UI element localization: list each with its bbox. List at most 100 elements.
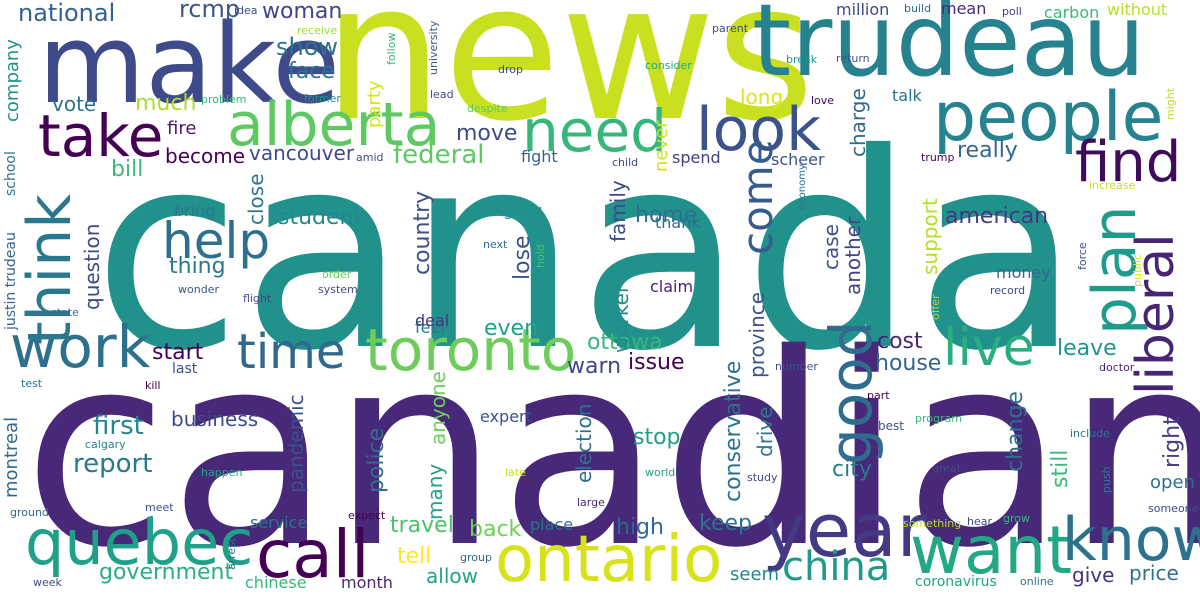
word-feel: feel [415,318,445,337]
word-want: want [910,512,1073,589]
word-without: without [1107,0,1168,19]
word-business: business [171,407,259,431]
word-travel: travel [390,513,454,538]
word-home: home [635,203,698,228]
word-work: work [10,313,151,381]
word-charge: charge [846,88,870,157]
word-police: police [364,427,389,493]
word-best: best [878,419,904,433]
word-people: people [933,78,1164,157]
word-ground: ground [10,506,49,519]
word-push: push [1100,466,1113,493]
word-coronavirus: coronavirus [915,574,997,590]
word-university: university [427,20,440,75]
word-meet: meet [145,501,174,514]
word-call: call [256,516,370,593]
word-need: need [522,97,667,165]
word-country: country [410,190,435,275]
word-back: back [469,517,522,542]
word-anyone: anyone [426,371,450,445]
word-trump: trump [921,151,955,164]
word-drive: drive [753,406,777,457]
word-quebec: quebec [25,506,254,579]
word-province: province [745,291,769,378]
word-hold: hold [534,244,547,268]
word-chinese: chinese [245,573,307,592]
word-include: include [1070,427,1110,440]
word-make: make [38,0,341,128]
word-receive: receive [297,24,338,37]
word-federal: federal [393,140,485,170]
word-month: month [341,573,393,592]
word-large: large [577,496,605,509]
word-million: million [836,0,890,19]
word-government: government [99,560,234,585]
word-break: break [786,53,818,66]
word-look: look [696,95,821,165]
word-public: public [1131,253,1144,287]
word-something: something [903,517,962,530]
word-scheer: scheer [771,150,825,169]
word-city: city [832,457,872,482]
word-group: group [460,551,492,564]
word-next: next [483,238,508,251]
word-test: test [21,377,43,390]
word-idea: idea [234,4,258,17]
word-justin-trudeau: justin trudeau [3,232,19,330]
word-expect: expect [348,509,386,522]
word-spend: spend [672,148,721,167]
word-grow: grow [1003,512,1030,525]
word-despite: despite [467,102,508,115]
word-party: party [364,80,385,128]
word-service: service [250,513,308,532]
word-late: late [505,466,526,479]
word-rcmp: rcmp [179,0,241,23]
word-news: news [323,0,815,163]
word-force: force [1076,242,1089,270]
word-fire: fire [167,118,197,139]
word-report: report [73,449,153,479]
word-last: last [172,361,198,377]
word-time: time [237,324,346,380]
word-issue: issue [628,350,685,375]
word-canada: canada [93,95,1081,410]
word-money: money [996,263,1051,282]
word-another: another [841,216,865,295]
word-conservative: conservative [721,360,746,502]
word-great: great [932,462,962,475]
word-send: send [504,204,543,223]
word-even: even [484,316,539,341]
word-cost: cost [877,329,923,354]
word-trudeau: trudeau [752,0,1146,99]
word-economy: economy [797,164,808,210]
word-problem: problem [201,93,247,106]
word-think: think [15,194,85,345]
word-lose: lose [510,235,535,280]
word-year: year [762,488,928,574]
word-live: live [943,318,1035,378]
word-child: child [612,156,639,169]
word-school: school [3,151,19,196]
word-woman: woman [262,0,343,24]
word-someone: someone [1148,502,1199,515]
word-fight: fight [521,147,558,166]
word-alberta: alberta [227,90,441,160]
word-order: order [322,268,352,281]
word-thing: thing [169,254,226,279]
word-build: build [904,2,932,15]
word-follow: follow [385,32,398,65]
word-warn: warn [567,354,622,379]
word-help: help [162,212,271,270]
word-talk: talk [892,86,922,105]
word-bill: bill [111,157,144,182]
word-tell: tell [397,544,432,569]
word-support: support [918,198,942,275]
word-give: give [1072,563,1115,587]
word-allow: allow [426,564,478,588]
word-online: online [1020,575,1054,588]
word-parent: parent [712,22,749,35]
word-many: many [423,463,447,520]
word-much: much [135,91,197,116]
word-really: really [957,138,1018,163]
